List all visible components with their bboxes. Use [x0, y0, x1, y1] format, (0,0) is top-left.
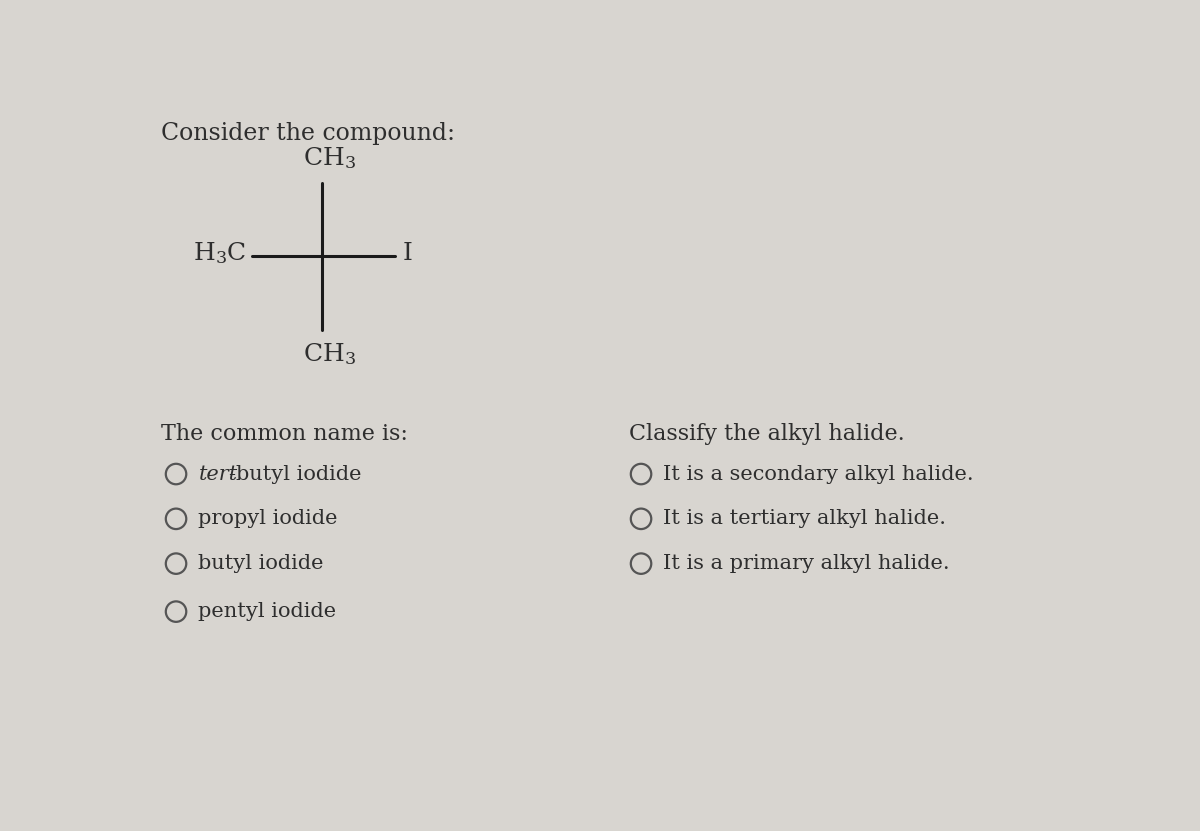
Text: butyl iodide: butyl iodide	[198, 554, 324, 573]
Text: pentyl iodide: pentyl iodide	[198, 602, 336, 621]
Text: -butyl iodide: -butyl iodide	[229, 465, 361, 484]
Text: $\mathregular{CH_3}$: $\mathregular{CH_3}$	[302, 342, 356, 367]
Text: It is a secondary alkyl halide.: It is a secondary alkyl halide.	[664, 465, 974, 484]
Text: $\mathregular{CH_3}$: $\mathregular{CH_3}$	[302, 145, 356, 171]
Text: The common name is:: The common name is:	[161, 423, 408, 445]
Text: It is a primary alkyl halide.: It is a primary alkyl halide.	[664, 554, 950, 573]
Text: $\mathregular{H_3C}$: $\mathregular{H_3C}$	[193, 240, 247, 266]
Text: Classify the alkyl halide.: Classify the alkyl halide.	[629, 423, 905, 445]
Text: It is a tertiary alkyl halide.: It is a tertiary alkyl halide.	[664, 509, 947, 529]
Text: tert: tert	[198, 465, 238, 484]
Text: Consider the compound:: Consider the compound:	[161, 122, 455, 145]
Text: I: I	[403, 242, 413, 265]
Text: propyl iodide: propyl iodide	[198, 509, 338, 529]
